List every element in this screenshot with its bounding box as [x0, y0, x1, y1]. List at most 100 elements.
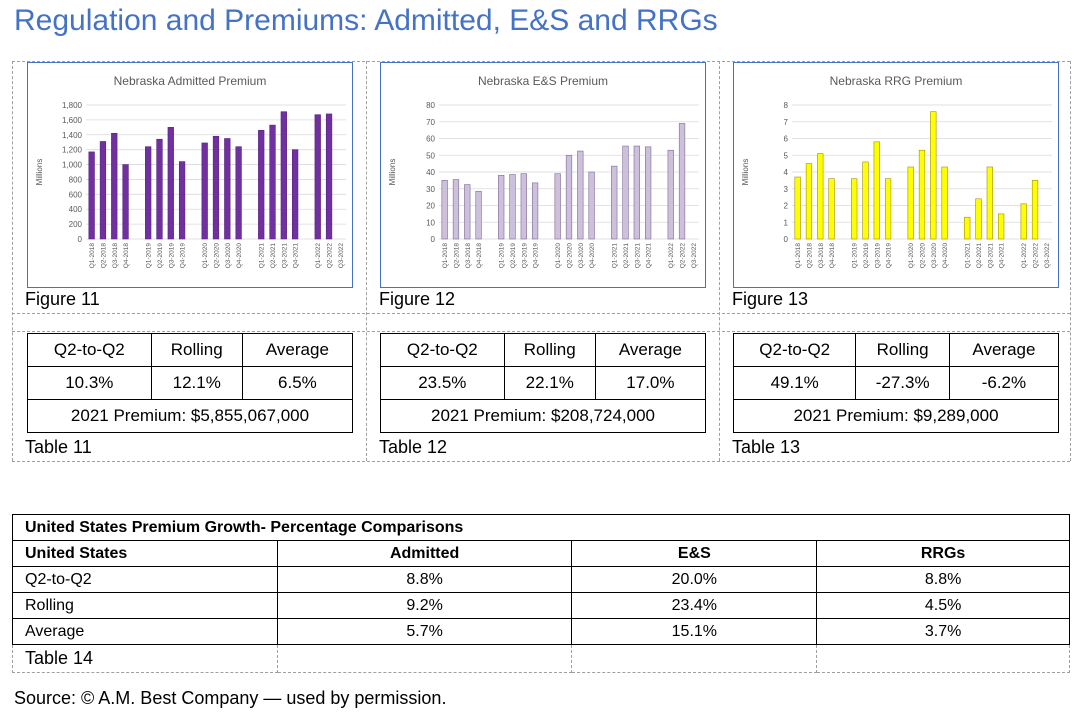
y-axis-label: Millions — [35, 159, 44, 186]
y-axis-label: Millions — [741, 159, 750, 186]
empty-cell — [816, 644, 1070, 673]
table-cell: 23.4% — [571, 592, 818, 619]
x-tick-label: Q4-2019 — [533, 243, 540, 269]
x-tick-label: Q4-2021 — [999, 243, 1006, 269]
bar — [986, 166, 993, 240]
table-cell: 8.8% — [276, 566, 573, 593]
x-tick-label: Q2-2019 — [157, 243, 164, 269]
column-header: Average — [241, 333, 354, 367]
y-tick-label: 70 — [426, 118, 435, 127]
y-tick-label: 5 — [784, 151, 789, 160]
y-axis-label: Millions — [388, 159, 397, 186]
y-tick-label: 6 — [784, 135, 789, 144]
us-premium-growth-table: United States Premium Growth- Percentage… — [12, 514, 1070, 673]
bar — [325, 113, 333, 240]
bar — [111, 132, 118, 240]
x-tick-label: Q2-2021 — [976, 243, 983, 269]
x-tick-label: Q4-2020 — [236, 243, 243, 269]
bar — [314, 114, 321, 240]
table-title: United States Premium Growth- Percentage… — [12, 514, 1070, 541]
stat-value: 17.0% — [594, 366, 707, 400]
x-tick-label: Q3-2020 — [578, 243, 585, 269]
bar — [269, 124, 276, 240]
chart-title: Nebraska E&S Premium — [478, 74, 608, 88]
x-tick-label: Q3-2018 — [112, 243, 119, 269]
y-tick-label: 80 — [426, 101, 435, 110]
column-header: RRGs — [816, 540, 1070, 567]
x-tick-label: Q4-2021 — [293, 243, 300, 269]
x-tick-label: Q2-2020 — [567, 243, 574, 269]
x-tick-label: Q3-2022 — [1044, 243, 1051, 269]
stat-value: 49.1% — [732, 366, 857, 400]
bar — [941, 166, 948, 240]
x-tick-label: Q2-2022 — [327, 243, 334, 269]
x-tick-label: Q1-2018 — [89, 243, 96, 269]
y-tick-label: 0 — [78, 235, 83, 244]
bar — [622, 145, 629, 240]
x-tick-label: Q1-2022 — [315, 243, 322, 269]
stat-table-rrg: Q2-to-Q2 Rolling Average 49.1% -27.3% -6… — [732, 333, 1060, 433]
x-tick-label: Q3-2018 — [818, 243, 825, 269]
chart-svg: Nebraska RRG Premium Millions 0 1 2 3 4 5 6 7 8 Q1-… — [741, 74, 1052, 269]
x-tick-label: Q2-2018 — [806, 243, 813, 269]
bar — [212, 135, 220, 240]
bar — [99, 141, 107, 240]
bar — [178, 161, 186, 240]
bar — [565, 154, 573, 240]
x-tick-label: Q4-2018 — [476, 243, 483, 269]
x-tick-label: Q4-2018 — [829, 243, 836, 269]
chart-title: Nebraska RRG Premium — [830, 74, 963, 88]
chart-svg: Nebraska Admitted Premium Millions 0 200 400… — [35, 74, 346, 269]
row-label: Average — [12, 618, 278, 645]
y-tick-label: 600 — [69, 190, 83, 199]
bar — [441, 180, 448, 240]
x-tick-label: Q3-2021 — [987, 243, 994, 269]
table-row: Rolling 9.2% 23.4% 4.5% — [12, 592, 1070, 619]
x-tick-label: Q3-2021 — [634, 243, 641, 269]
row-label: Rolling — [12, 592, 278, 619]
x-tick-label: Q1-2022 — [1021, 243, 1028, 269]
bar — [678, 123, 686, 240]
bar — [88, 151, 95, 240]
premium-total: 2021 Premium: $9,289,000 — [733, 399, 1059, 433]
bar — [918, 149, 926, 240]
column-header: Q2-to-Q2 — [732, 333, 857, 367]
grid-line — [366, 61, 367, 461]
bar — [873, 141, 880, 240]
figure-caption: Figure 11 — [25, 289, 100, 309]
page-title: Regulation and Premiums: Admitted, E&S a… — [14, 4, 718, 37]
grid-line — [1070, 61, 1071, 461]
bar — [1031, 180, 1039, 240]
bar — [975, 198, 982, 240]
y-tick-label: 200 — [69, 220, 83, 229]
table-row: Q2-to-Q2 8.8% 20.0% 8.8% — [12, 566, 1070, 593]
source-note: Source: © A.M. Best Company — used by pe… — [14, 688, 447, 708]
y-tick-label: 20 — [426, 202, 435, 211]
stat-value: 23.5% — [380, 366, 505, 400]
y-tick-label: 0 — [431, 235, 436, 244]
bar — [235, 146, 242, 240]
bar — [292, 149, 299, 240]
x-tick-label: Q2-2022 — [1033, 243, 1040, 269]
column-header: Q2-to-Q2 — [27, 333, 152, 367]
bar — [258, 130, 265, 240]
table-caption: Table 14 — [12, 644, 278, 673]
x-tick-label: Q4-2021 — [646, 243, 653, 269]
bar — [907, 166, 914, 240]
x-tick-label: Q3-2020 — [931, 243, 938, 269]
y-tick-label: 7 — [784, 118, 789, 127]
x-tick-label: Q1-2020 — [555, 243, 562, 269]
bar — [998, 213, 1005, 240]
x-tick-label: Q3-2022 — [691, 243, 698, 269]
x-tick-label: Q3-2020 — [225, 243, 232, 269]
bar — [509, 174, 516, 240]
bar — [167, 127, 174, 240]
x-tick-label: Q3-2022 — [338, 243, 345, 269]
grid-line — [12, 61, 1070, 62]
table-cell: 4.5% — [816, 592, 1070, 619]
y-tick-label: 1,200 — [62, 146, 83, 155]
chart-svg: Nebraska E&S Premium Millions 0 10 20 30 40 50 6… — [388, 74, 699, 269]
table-caption: Table 13 — [732, 437, 801, 457]
x-tick-label: Q1-2022 — [668, 243, 675, 269]
stat-value: 6.5% — [241, 366, 354, 400]
